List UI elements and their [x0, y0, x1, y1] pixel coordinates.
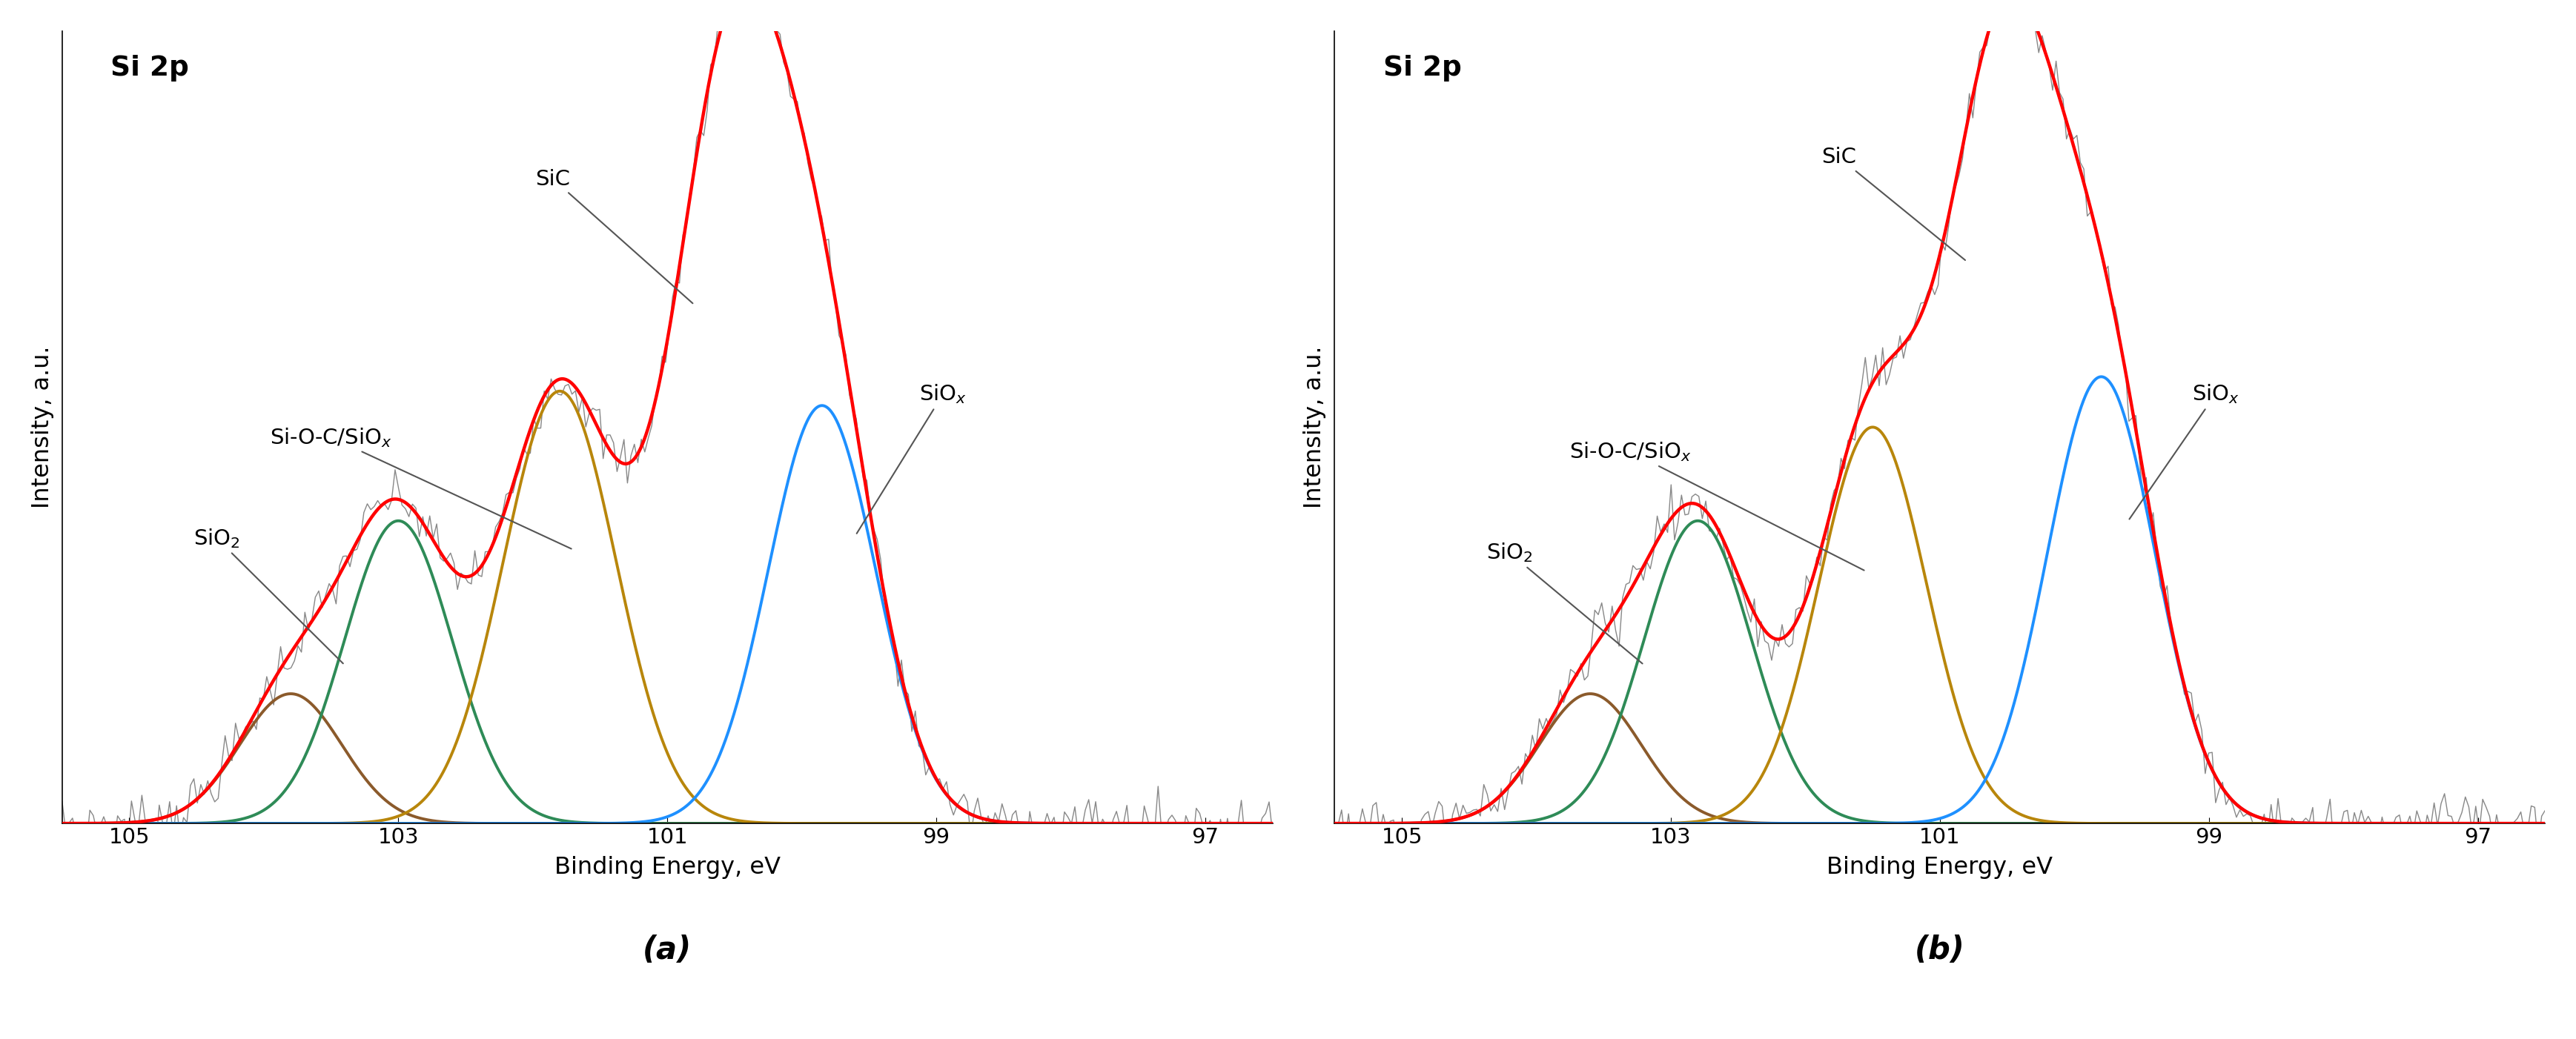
- X-axis label: Binding Energy, eV: Binding Energy, eV: [554, 856, 781, 879]
- Text: Si 2p: Si 2p: [111, 55, 188, 81]
- Text: (a): (a): [644, 934, 693, 965]
- Text: SiO$_x$: SiO$_x$: [2130, 382, 2239, 520]
- Y-axis label: Intensity, a.u.: Intensity, a.u.: [1303, 346, 1327, 508]
- Text: Si 2p: Si 2p: [1383, 55, 1461, 81]
- Text: (b): (b): [1914, 934, 1965, 965]
- Text: Si-O-C/SiO$_x$: Si-O-C/SiO$_x$: [270, 426, 572, 549]
- Text: Si-O-C/SiO$_x$: Si-O-C/SiO$_x$: [1569, 441, 1865, 570]
- X-axis label: Binding Energy, eV: Binding Energy, eV: [1826, 856, 2053, 879]
- Text: SiO$_2$: SiO$_2$: [1486, 541, 1643, 664]
- Text: SiO$_2$: SiO$_2$: [193, 527, 343, 664]
- Text: SiO$_x$: SiO$_x$: [858, 382, 966, 533]
- Y-axis label: Intensity, a.u.: Intensity, a.u.: [31, 346, 54, 508]
- Text: SiC: SiC: [1821, 148, 1965, 260]
- Text: SiC: SiC: [536, 168, 693, 303]
